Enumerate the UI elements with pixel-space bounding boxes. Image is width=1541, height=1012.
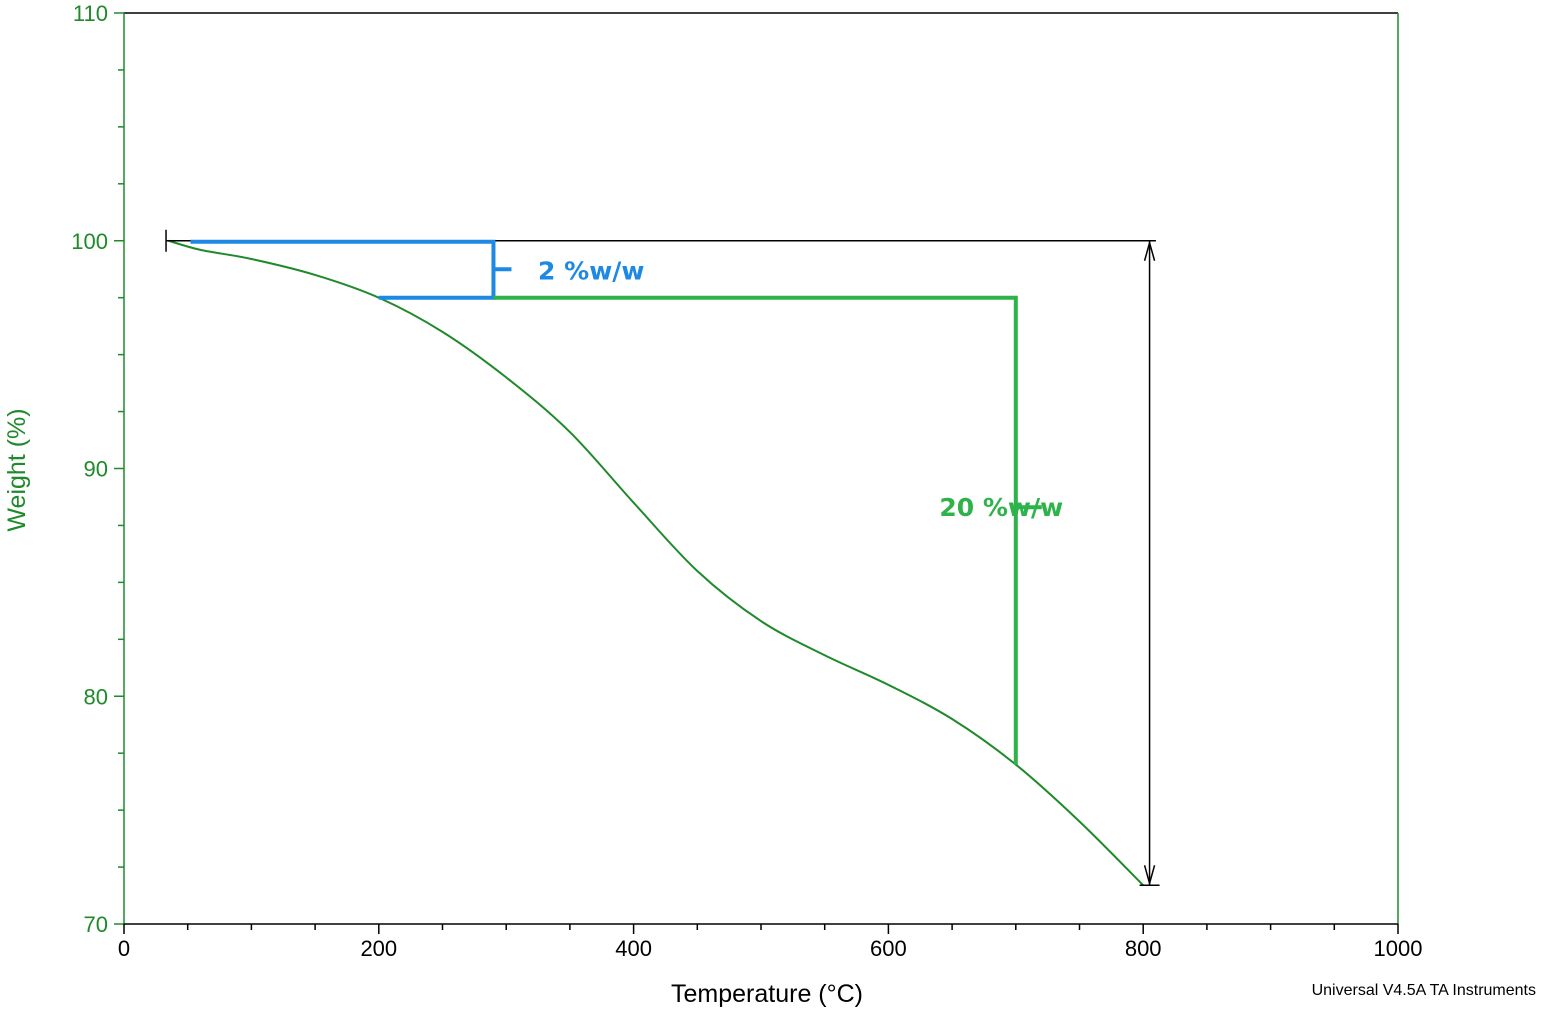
x-tick-label: 800: [1125, 936, 1162, 961]
arrow-head-up: [1143, 239, 1156, 261]
x-tick-label: 200: [360, 936, 397, 961]
y-tick-label: 100: [71, 229, 108, 254]
weight-curve: [168, 239, 1144, 886]
data-point: [823, 654, 826, 657]
y-tick-label: 90: [84, 457, 108, 482]
data-point: [199, 249, 202, 251]
data-point: [632, 501, 635, 504]
axis-ticks: [114, 12, 1399, 934]
x-tick-label: 1000: [1374, 936, 1423, 961]
y-tick-label: 70: [84, 912, 108, 937]
bracket-2pct: [190, 239, 496, 300]
y-axis-title: Weight (%): [3, 408, 31, 531]
bracket-20pct: [493, 295, 1018, 765]
x-axis-title: Temperature (°C): [671, 980, 863, 1008]
series-layer: [167, 239, 1144, 887]
data-point: [250, 258, 253, 260]
data-point: [951, 718, 953, 720]
data-point: [887, 684, 890, 686]
data-point: [441, 331, 444, 333]
data-point: [696, 570, 699, 572]
tick-labels: 70 80 90 100 110 0 200 400 600 800 1000: [71, 1, 1422, 961]
arrow-head-down: [1143, 865, 1156, 887]
y-tick-label: 80: [84, 684, 108, 709]
data-point: [569, 431, 571, 433]
data-point: [1078, 820, 1081, 823]
annotation-2pct-label: 2 %w/w: [538, 256, 644, 285]
data-point: [505, 376, 508, 379]
plot-frame: [123, 12, 1399, 925]
footer-text: Universal V4.5A TA Instruments: [1312, 982, 1536, 999]
x-tick-label: 0: [118, 936, 130, 961]
x-tick-label: 400: [615, 936, 652, 961]
data-point: [760, 620, 762, 622]
y-tick-label: 110: [73, 1, 108, 26]
data-point: [314, 274, 316, 276]
annotations-layer: 2 %w/w 20 %w/w: [165, 229, 1160, 887]
annotation-20pct-label: 20 %w/w: [939, 493, 1063, 522]
x-tick-label: 600: [870, 936, 907, 961]
